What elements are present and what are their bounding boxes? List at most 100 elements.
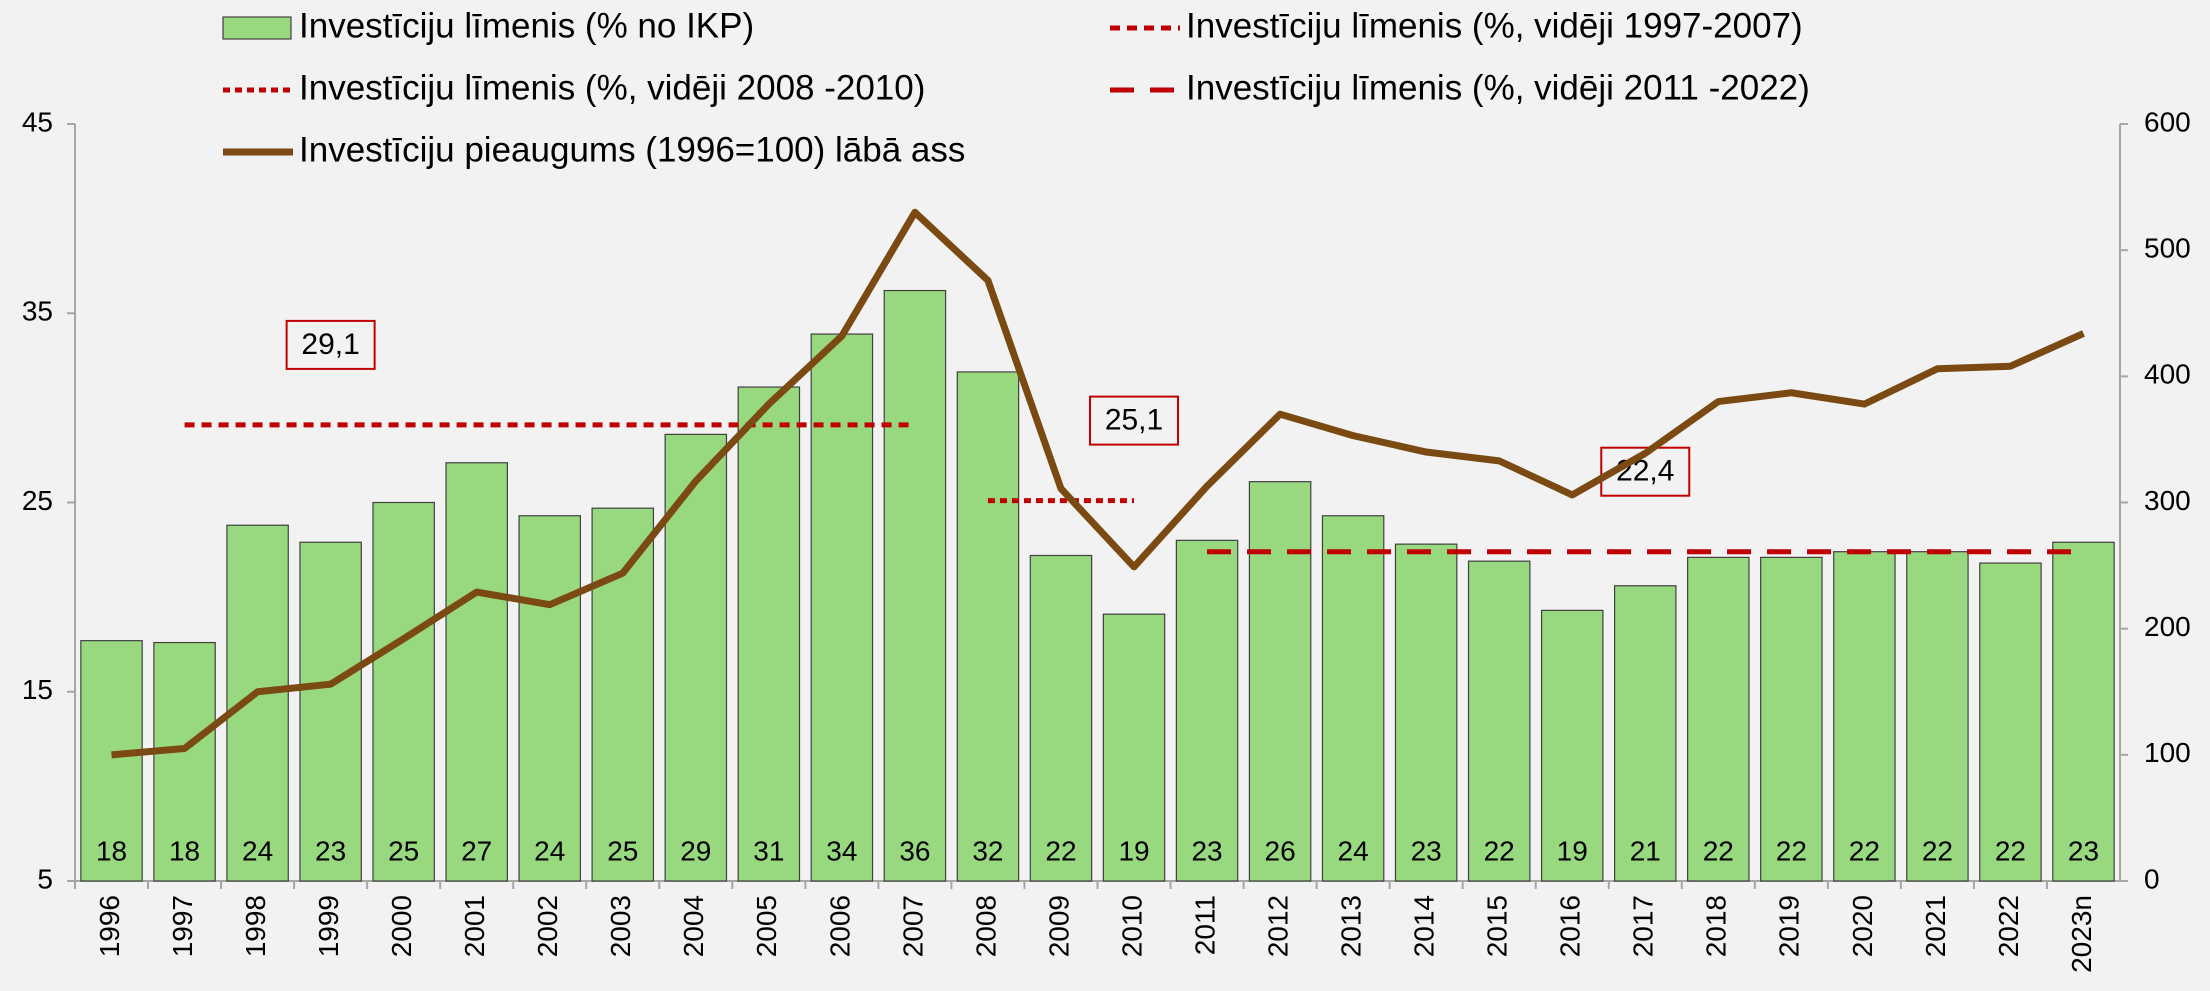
bar-value-label: 24: [242, 835, 273, 866]
bar-value-label: 26: [1265, 835, 1296, 866]
y2-tick-label: 300: [2144, 485, 2191, 516]
bar: [1687, 556, 1750, 882]
x-tick-label: 1996: [94, 895, 125, 957]
bar: [1248, 481, 1312, 882]
x-tick-label: 2003: [605, 895, 636, 957]
bar-value-label: 22: [1484, 835, 1515, 866]
y2-tick-label: 400: [2144, 359, 2191, 390]
x-tick-label: 2007: [897, 895, 928, 957]
x-tick-label: 2012: [1262, 895, 1293, 957]
y-tick-label: 5: [37, 863, 53, 894]
label-box: [285, 319, 376, 370]
bar-value-label: 23: [315, 835, 346, 866]
bar: [1102, 613, 1166, 882]
x-tick-label: 2022: [1993, 895, 2024, 957]
x-tick-label: 2021: [1920, 895, 1951, 957]
x-tick-label: 2002: [532, 895, 563, 957]
label-box: [1089, 395, 1180, 446]
average-label: 29,1: [301, 328, 359, 361]
bar: [2052, 541, 2115, 882]
bar: [1906, 551, 1969, 882]
legend-swatch: [222, 16, 292, 40]
line: [111, 208, 2085, 759]
bar: [1979, 562, 2042, 882]
bar-value-label: 21: [1630, 835, 1661, 866]
average-label: 22,4: [1616, 455, 1674, 488]
bar: [1613, 585, 1677, 882]
legend-label: Investīciju līmenis (%, vidēji 2008 -201…: [299, 68, 925, 107]
x-tick-label: 2010: [1116, 895, 1147, 957]
bar-value-label: 31: [753, 835, 784, 866]
legend-label: Investīciju līmenis (%, vidēji 1997-2007…: [1186, 6, 1803, 45]
bar-value-label: 22: [1995, 835, 2026, 866]
bar-value-label: 23: [1191, 835, 1222, 866]
x-tick-label: 2000: [386, 895, 417, 957]
bar-value-label: 22: [1703, 835, 1734, 866]
bar: [810, 333, 874, 882]
bar-value-label: 22: [1776, 835, 1807, 866]
y2-tick-label: 500: [2144, 233, 2191, 264]
bar-value-label: 25: [388, 835, 419, 866]
legend-label: Investīciju pieaugums (1996=100) lābā as…: [299, 130, 965, 169]
bar: [445, 462, 508, 882]
y2-tick-label: 200: [2144, 611, 2191, 642]
y2-tick-label: 0: [2144, 863, 2160, 894]
bar: [664, 433, 728, 882]
legend-label: Investīciju līmenis (% no IKP): [299, 6, 754, 45]
bar-value-label: 23: [1411, 835, 1442, 866]
bar: [737, 386, 801, 882]
bar: [1321, 515, 1385, 882]
bar: [1760, 556, 1823, 882]
x-tick-label: 2023n: [2066, 895, 2097, 973]
x-tick-label: 1999: [313, 895, 344, 957]
bar: [1540, 609, 1604, 882]
bar-value-label: 27: [461, 835, 492, 866]
bar-value-label: 19: [1557, 835, 1588, 866]
bar: [1029, 554, 1093, 882]
y2-tick-label: 600: [2144, 106, 2191, 137]
x-tick-label: 2011: [1189, 895, 1220, 955]
y-tick-label: 35: [22, 296, 53, 327]
y2-tick-label: 100: [2144, 737, 2191, 768]
x-tick-label: 1998: [240, 895, 271, 957]
y-tick-label: 25: [22, 485, 53, 516]
bar: [299, 541, 362, 882]
bar-value-label: 22: [1922, 835, 1953, 866]
bar: [591, 507, 655, 882]
bar: [372, 501, 435, 882]
bar: [80, 640, 143, 882]
x-tick-label: 1997: [167, 895, 198, 957]
bar-value-label: 19: [1118, 835, 1149, 866]
bar-value-label: 18: [169, 835, 200, 866]
y-tick-label: 45: [22, 106, 53, 137]
bar: [226, 524, 289, 882]
bar-value-label: 34: [826, 835, 857, 866]
bar-value-label: 32: [972, 835, 1003, 866]
bar-value-label: 29: [680, 835, 711, 866]
bar: [518, 515, 582, 882]
x-tick-label: 2016: [1555, 895, 1586, 957]
x-tick-label: 2006: [824, 895, 855, 957]
bar-value-label: 36: [899, 835, 930, 866]
x-tick-label: 2014: [1409, 895, 1440, 957]
bar-value-label: 18: [96, 835, 127, 866]
x-tick-label: 2013: [1336, 895, 1367, 957]
bar: [153, 641, 216, 882]
x-tick-label: 2004: [678, 895, 709, 957]
average-label: 25,1: [1105, 404, 1163, 437]
bar-value-label: 24: [1338, 835, 1369, 866]
x-tick-label: 2008: [970, 895, 1001, 957]
x-tick-label: 2018: [1701, 895, 1732, 957]
x-tick-label: 2017: [1628, 895, 1659, 957]
bar: [1394, 543, 1458, 882]
bar-value-label: 23: [2068, 835, 2099, 866]
bar: [956, 371, 1020, 882]
bar-value-label: 24: [534, 835, 565, 866]
bar: [883, 289, 947, 882]
x-tick-label: 2005: [751, 895, 782, 957]
legend-label: Investīciju līmenis (%, vidēji 2011 -202…: [1186, 68, 1810, 107]
x-tick-label: 2015: [1482, 895, 1513, 957]
bar-value-label: 22: [1045, 835, 1076, 866]
